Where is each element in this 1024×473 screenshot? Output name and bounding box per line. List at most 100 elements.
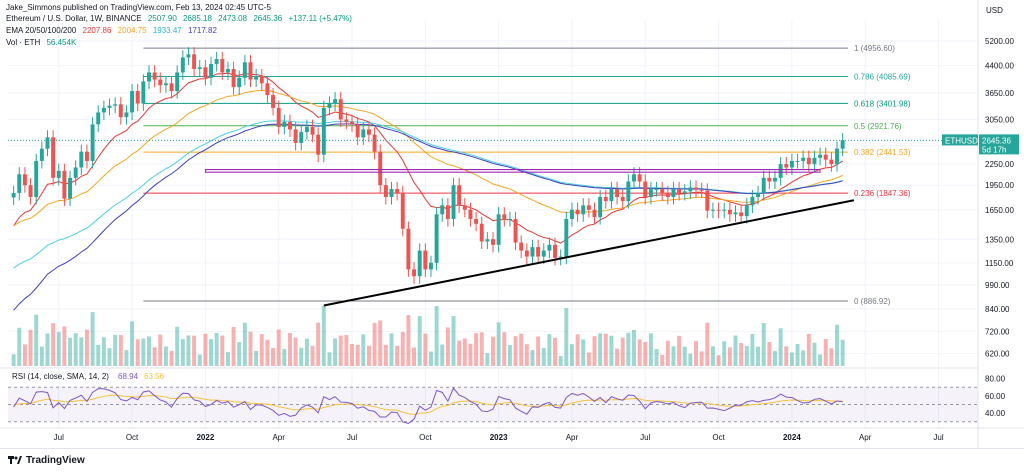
candle-body	[158, 79, 163, 86]
volume-bar	[688, 353, 693, 366]
candle-body	[789, 160, 794, 168]
candle-body	[801, 157, 806, 161]
volume-bar	[485, 353, 490, 366]
ema-20-value: 2207.86	[82, 26, 112, 35]
volume-bar	[39, 346, 44, 366]
candle-body	[17, 174, 22, 193]
candle-body	[288, 121, 292, 130]
volume-bar	[214, 332, 219, 366]
volume-bar	[586, 352, 591, 366]
candle-body	[107, 105, 112, 108]
candle-body	[333, 99, 338, 104]
rsi-value: 68.94	[118, 372, 139, 381]
volume-bar	[288, 333, 292, 366]
candle-body	[744, 205, 749, 217]
resistance-zone	[204, 168, 821, 173]
candle-body	[372, 134, 377, 152]
price-tick-label: 840.00	[985, 305, 1010, 314]
volume-bar	[203, 333, 208, 366]
candle-body	[248, 62, 253, 80]
legend-title: Ethereum / U.S. Dollar, 1W, BINANCE	[6, 14, 142, 23]
candle-body	[643, 181, 648, 197]
volume-bar	[135, 339, 140, 366]
candle-body	[603, 196, 608, 202]
volume-bar	[28, 329, 33, 366]
candle-body	[699, 189, 704, 191]
volume-bar	[632, 330, 636, 366]
candle-body	[152, 72, 157, 80]
candle-body	[609, 189, 614, 202]
candle-body	[445, 205, 450, 219]
volume-bar	[682, 346, 687, 366]
ohlc-low: 2473.08	[218, 14, 248, 23]
ascending-trendline	[323, 199, 855, 307]
rsi-tick-label: 60.00	[985, 392, 1006, 401]
volume-bar	[462, 338, 467, 366]
volume-bar	[710, 346, 715, 366]
candle-body	[626, 181, 631, 202]
fib-label-0.236: 0.236 (1847.36)	[854, 189, 911, 198]
volume-bar	[400, 332, 405, 366]
candle-body	[209, 63, 213, 78]
volume-bar	[451, 316, 456, 366]
brand-name: TradingView	[26, 455, 85, 466]
volume-bar	[575, 334, 580, 366]
volume-bar	[197, 354, 202, 366]
candle-body	[361, 129, 366, 138]
volume-bar	[733, 335, 738, 366]
volume-bar	[519, 333, 524, 366]
volume-bar	[643, 342, 648, 366]
volume-bar	[310, 345, 315, 366]
candle-body	[242, 62, 247, 78]
candle-body	[733, 212, 738, 215]
volume-bar	[186, 335, 191, 366]
candle-body	[304, 126, 309, 133]
candle-body	[592, 209, 597, 218]
volume-bar	[603, 333, 608, 366]
candle-body	[564, 218, 569, 257]
candle-body	[648, 189, 653, 197]
candle-body	[316, 134, 321, 155]
tradingview-logo[interactable]: TradingView	[8, 455, 85, 466]
last-price-value: 2645.36	[982, 136, 1011, 145]
fib-label-0.618: 0.618 (3401.98)	[854, 99, 911, 108]
candle-body	[220, 59, 225, 73]
volume-bar	[192, 335, 197, 366]
candle-body	[440, 205, 445, 215]
price-tick-label: 990.00	[985, 281, 1010, 290]
volume-bar	[338, 335, 343, 366]
candle-body	[519, 242, 524, 251]
volume-bar	[62, 326, 67, 366]
candle-body	[203, 67, 208, 78]
volume-bar	[699, 351, 704, 366]
volume-bar	[654, 349, 659, 366]
volume-bar	[502, 332, 507, 366]
volume-bar	[722, 341, 727, 366]
candle-body	[163, 83, 168, 86]
candle-body	[231, 68, 236, 88]
volume-bar	[615, 348, 620, 366]
ema-label: EMA 20/50/100/200	[6, 26, 77, 35]
candle-body	[502, 214, 507, 219]
volume-bar	[818, 354, 823, 366]
volume-bar	[366, 345, 371, 366]
candle-body	[615, 189, 620, 197]
price-tick-label: 620.00	[985, 350, 1010, 359]
legend-ema-row: EMA 20/50/100/200 2207.86 2004.75 1933.4…	[6, 25, 221, 36]
candle-body	[124, 112, 129, 118]
candle-body	[513, 218, 518, 243]
volume-bar	[835, 324, 839, 366]
candle-body	[73, 167, 78, 178]
time-tick-label: 2023	[490, 433, 508, 442]
candle-body	[28, 185, 33, 197]
candle-body	[829, 159, 834, 165]
candle-body	[806, 157, 811, 165]
volume-bar	[282, 348, 287, 366]
price-tick-label: 4400.00	[985, 62, 1014, 71]
volume-bar	[276, 329, 281, 366]
volume-bar	[248, 331, 253, 366]
volume-bar	[101, 337, 106, 366]
candle-body	[491, 239, 495, 245]
volume-bar	[231, 327, 236, 366]
